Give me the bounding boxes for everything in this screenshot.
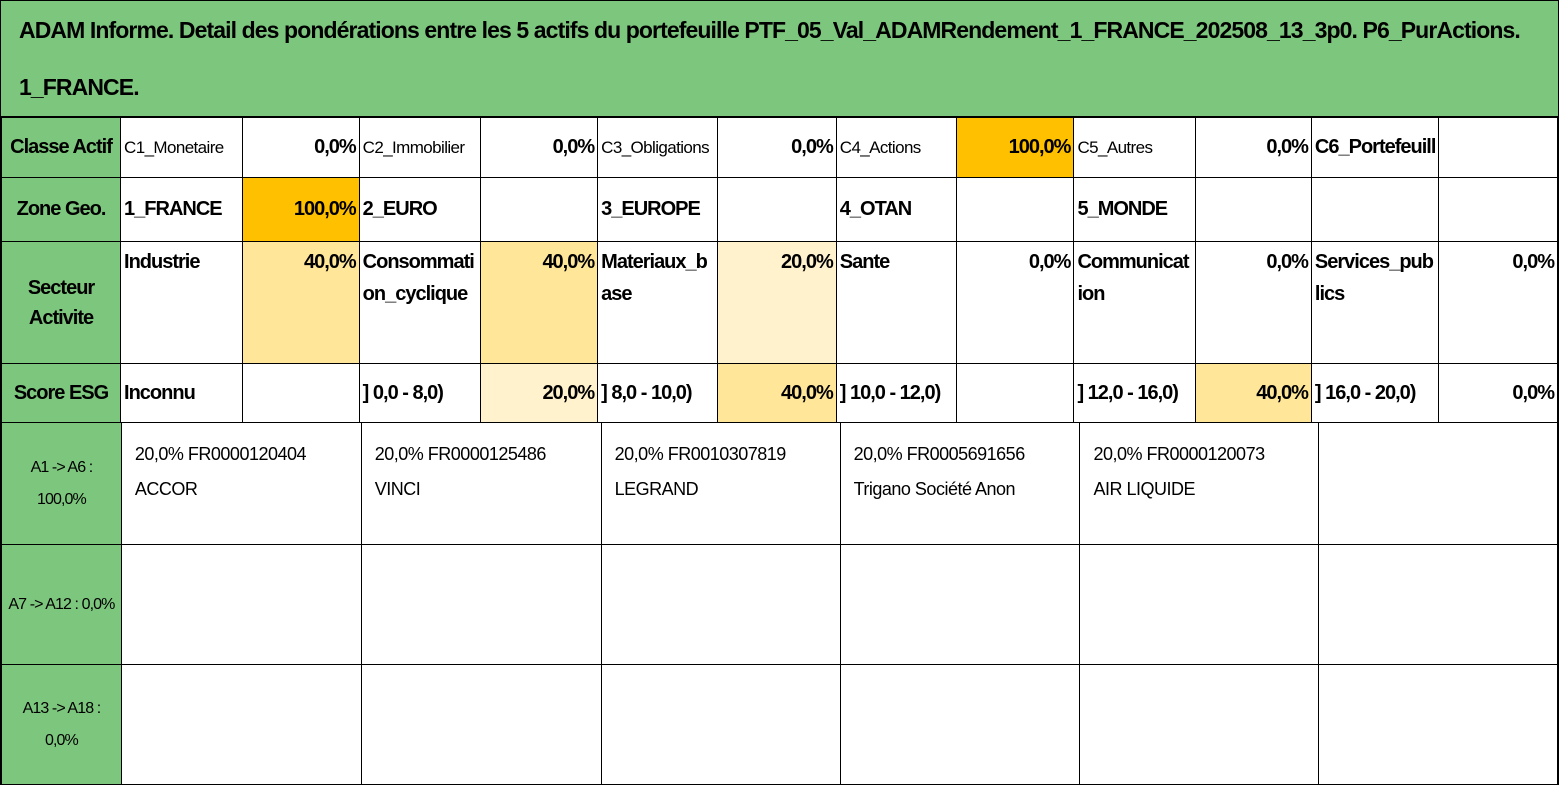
report-title-line2: 1_FRANCE. <box>19 74 140 100</box>
esg-value: 40,0% <box>717 363 837 423</box>
classe-actif-label: C6_Portefeuill <box>1310 117 1440 178</box>
asset-cell <box>600 664 841 784</box>
classe-actif-value: 100,0% <box>956 117 1075 178</box>
assets-row-header: A13 -> A18 : 0,0% <box>1 664 122 784</box>
zone-geo-row: Zone Geo. 1_FRANCE 100,0% 2_EURO 3_EUROP… <box>1 177 1558 242</box>
asset-cell: 20,0% FR0000125486 VINCI <box>360 422 602 545</box>
secteur-value: 0,0% <box>1195 241 1312 364</box>
classe-actif-header: Classe Actif <box>1 117 122 178</box>
asset-cell <box>360 664 602 784</box>
esg-value <box>241 363 360 423</box>
asset-cell: 20,0% FR0005691656 Trigano Société Anon <box>839 422 1081 545</box>
secteur-value: 0,0% <box>1438 241 1558 364</box>
assets-row: A13 -> A18 : 0,0% <box>1 664 1558 784</box>
asset-weight-isin: 20,0% FR0000125486 <box>374 444 547 464</box>
classe-actif-label: C1_Monetaire <box>120 117 243 178</box>
classe-actif-value: 0,0% <box>717 117 837 178</box>
zone-geo-label: 5_MONDE <box>1073 177 1197 242</box>
secteur-label: Consommation_cyclique <box>358 241 482 364</box>
secteur-value: 20,0% <box>717 241 837 364</box>
score-esg-row: Score ESG Inconnu ] 0,0 - 8,0) 20,0% ] 8… <box>1 363 1558 423</box>
classe-actif-label: C2_Immobilier <box>358 117 482 178</box>
asset-cell: 20,0% FR0000120404 ACCOR <box>120 422 362 545</box>
assets-row: A1 -> A6 : 100,0% 20,0% FR0000120404 ACCO… <box>1 422 1558 545</box>
esg-label: ] 10,0 - 12,0) <box>835 363 958 423</box>
zone-geo-value <box>480 177 599 242</box>
secteur-value: 0,0% <box>956 241 1075 364</box>
asset-weight-isin: 20,0% FR0010307819 <box>614 444 787 464</box>
secteur-value: 40,0% <box>241 241 360 364</box>
zone-geo-value <box>956 177 1075 242</box>
secteur-value: 40,0% <box>480 241 599 364</box>
secteur-activite-header: Secteur Activite <box>1 241 122 364</box>
zone-geo-value <box>717 177 837 242</box>
asset-cell <box>120 664 362 784</box>
asset-cell <box>839 544 1081 665</box>
secteur-label: Communication <box>1073 241 1197 364</box>
classe-actif-value: 0,0% <box>241 117 360 178</box>
report-title: ADAM Informe. Detail des pondérations en… <box>1 1 1558 117</box>
asset-cell <box>839 664 1081 784</box>
asset-cell <box>120 544 362 665</box>
asset-name: VINCI <box>374 479 421 499</box>
asset-cell <box>360 544 602 665</box>
report-title-line1: ADAM Informe. Detail des pondérations en… <box>19 17 1521 43</box>
assets-row-header: A7 -> A12 : 0,0% <box>1 544 122 665</box>
classe-actif-label: C4_Actions <box>835 117 958 178</box>
asset-cell: 20,0% FR0010307819 LEGRAND <box>600 422 841 545</box>
asset-name: LEGRAND <box>614 479 699 499</box>
zone-geo-value: 100,0% <box>241 177 360 242</box>
asset-name: AIR LIQUIDE <box>1093 479 1195 499</box>
secteur-label: Industrie <box>120 241 243 364</box>
esg-label: ] 12,0 - 16,0) <box>1073 363 1197 423</box>
assets-table: A1 -> A6 : 100,0% 20,0% FR0000120404 ACCO… <box>1 422 1558 784</box>
zone-geo-label: 4_OTAN <box>835 177 958 242</box>
classe-actif-value <box>1438 117 1558 178</box>
esg-label: ] 16,0 - 20,0) <box>1310 363 1440 423</box>
classe-actif-row: Classe Actif C1_Monetaire 0,0% C2_Immobi… <box>1 117 1558 178</box>
asset-weight-isin: 20,0% FR0000120073 <box>1093 444 1265 464</box>
zone-geo-label: 2_EURO <box>358 177 482 242</box>
esg-label: ] 0,0 - 8,0) <box>358 363 482 423</box>
esg-label: ] 8,0 - 10,0) <box>597 363 719 423</box>
esg-value: 0,0% <box>1438 363 1558 423</box>
classe-actif-label: C3_Obligations <box>597 117 719 178</box>
asset-name: Trigano Société Anon <box>853 479 1016 499</box>
secteur-activite-row: Secteur Activite Industrie 40,0% Consomm… <box>1 241 1558 364</box>
assets-row-header: A1 -> A6 : 100,0% <box>1 422 122 545</box>
classe-actif-label: C5_Autres <box>1073 117 1197 178</box>
esg-value: 20,0% <box>480 363 599 423</box>
asset-cell <box>1318 544 1558 665</box>
secteur-label: Sante <box>835 241 958 364</box>
esg-value: 40,0% <box>1195 363 1312 423</box>
zone-geo-label: 3_EUROPE <box>597 177 719 242</box>
asset-cell <box>600 544 841 665</box>
zone-geo-value <box>1195 177 1312 242</box>
asset-cell <box>1079 544 1320 665</box>
esg-label: Inconnu <box>120 363 243 423</box>
zone-geo-label: 1_FRANCE <box>120 177 243 242</box>
secteur-label: Materiaux_base <box>597 241 719 364</box>
asset-weight-isin: 20,0% FR0000120404 <box>134 444 307 464</box>
asset-cell <box>1318 664 1558 784</box>
assets-row: A7 -> A12 : 0,0% <box>1 544 1558 665</box>
asset-cell: 20,0% FR0000120073 AIR LIQUIDE <box>1079 422 1320 545</box>
classe-actif-value: 0,0% <box>1195 117 1312 178</box>
classe-actif-value: 0,0% <box>480 117 599 178</box>
zone-geo-header: Zone Geo. <box>1 177 122 242</box>
allocation-table: Classe Actif C1_Monetaire 0,0% C2_Immobi… <box>1 117 1558 423</box>
zone-geo-label <box>1310 177 1440 242</box>
score-esg-header: Score ESG <box>1 363 122 423</box>
asset-name: ACCOR <box>134 479 198 499</box>
asset-cell <box>1079 664 1320 784</box>
asset-cell <box>1318 422 1558 545</box>
secteur-label: Services_publics <box>1310 241 1440 364</box>
esg-value <box>956 363 1075 423</box>
asset-weight-isin: 20,0% FR0005691656 <box>853 444 1026 464</box>
zone-geo-value <box>1438 177 1558 242</box>
